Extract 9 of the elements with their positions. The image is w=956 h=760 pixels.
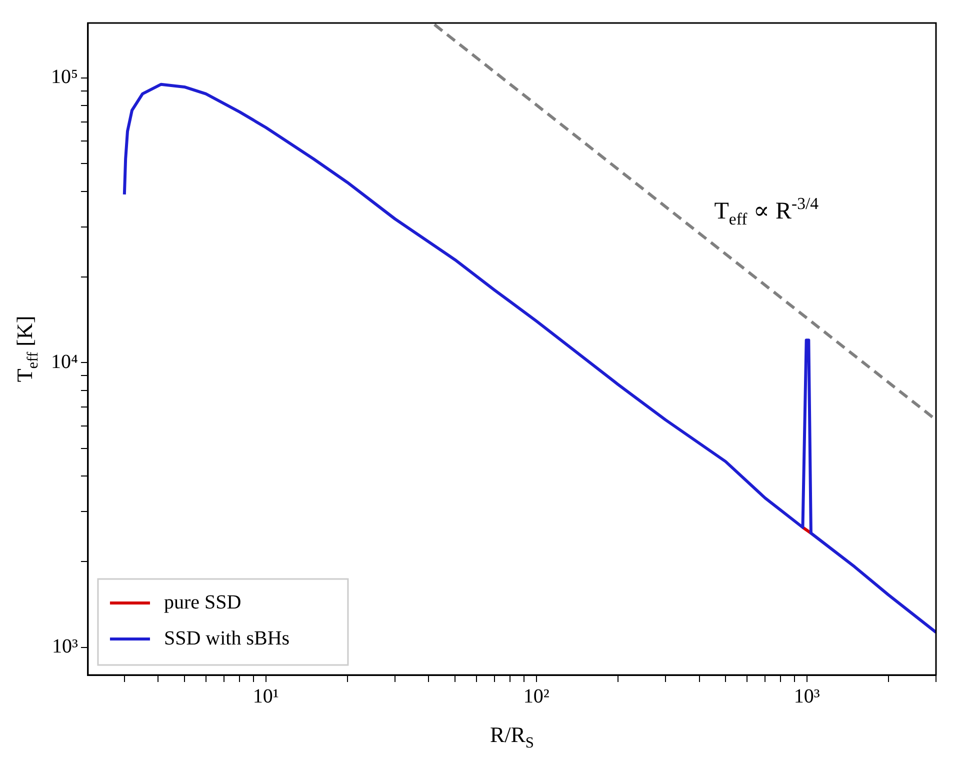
legend-label: pure SSD — [164, 591, 242, 614]
legend-label: SSD with sBHs — [164, 627, 290, 650]
y-tick-label: 10³ — [52, 636, 78, 658]
y-tick-label: 10⁵ — [50, 66, 78, 88]
x-tick-label: 10¹ — [252, 685, 279, 708]
y-axis-title: Teff [K] — [12, 316, 42, 382]
x-tick-label: 10³ — [794, 685, 820, 708]
y-tick-label: 10⁴ — [50, 350, 78, 373]
x-tick-label: 10² — [523, 685, 550, 708]
